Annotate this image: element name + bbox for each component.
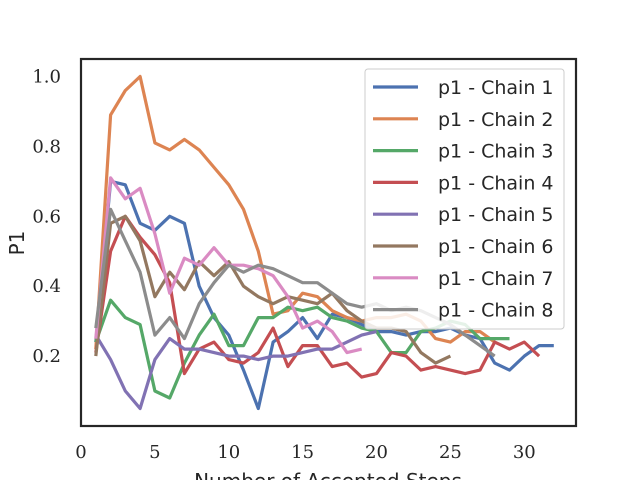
x-tick-label: 30	[513, 442, 536, 463]
legend: p1 - Chain 1 p1 - Chain 2 p1 - Chain 3 p1 -…	[364, 68, 565, 330]
x-axis-label: Number of Accepted Steps	[194, 469, 462, 480]
y-tick-label: 0.6	[32, 206, 61, 227]
tick-labels: 0 5 10 15 20 25 30 0.2 0.4 0.6 0.8 1.0	[32, 67, 535, 464]
legend-label-chain-1: p1 - Chain 1	[438, 77, 553, 99]
x-tick-label: 15	[291, 442, 314, 463]
legend-label-chain-2: p1 - Chain 2	[438, 109, 553, 131]
y-tick-label: 1.0	[32, 67, 61, 88]
x-tick-label: 10	[217, 442, 240, 463]
x-tick-label: 25	[439, 442, 462, 463]
y-axis-label: P1	[5, 231, 29, 256]
series-line-chain-5	[94, 330, 377, 411]
x-tick-label: 0	[75, 442, 86, 463]
legend-label-chain-6: p1 - Chain 6	[438, 236, 553, 258]
y-tick-label: 0.8	[32, 136, 61, 157]
legend-label-chain-8: p1 - Chain 8	[438, 300, 553, 322]
legend-label-chain-4: p1 - Chain 4	[438, 172, 553, 194]
x-tick-label: 5	[149, 442, 160, 463]
legend-box	[364, 68, 565, 330]
legend-label-chain-7: p1 - Chain 7	[438, 268, 553, 290]
legend-label-chain-5: p1 - Chain 5	[438, 204, 553, 226]
series-line-chain-4	[94, 214, 541, 379]
plot-frame	[79, 57, 578, 428]
y-tick-label: 0.4	[32, 276, 61, 297]
y-tick-label: 0.2	[32, 346, 61, 367]
x-tick-label: 20	[365, 442, 388, 463]
series-layer	[94, 74, 554, 411]
legend-label-chain-3: p1 - Chain 3	[438, 141, 553, 163]
